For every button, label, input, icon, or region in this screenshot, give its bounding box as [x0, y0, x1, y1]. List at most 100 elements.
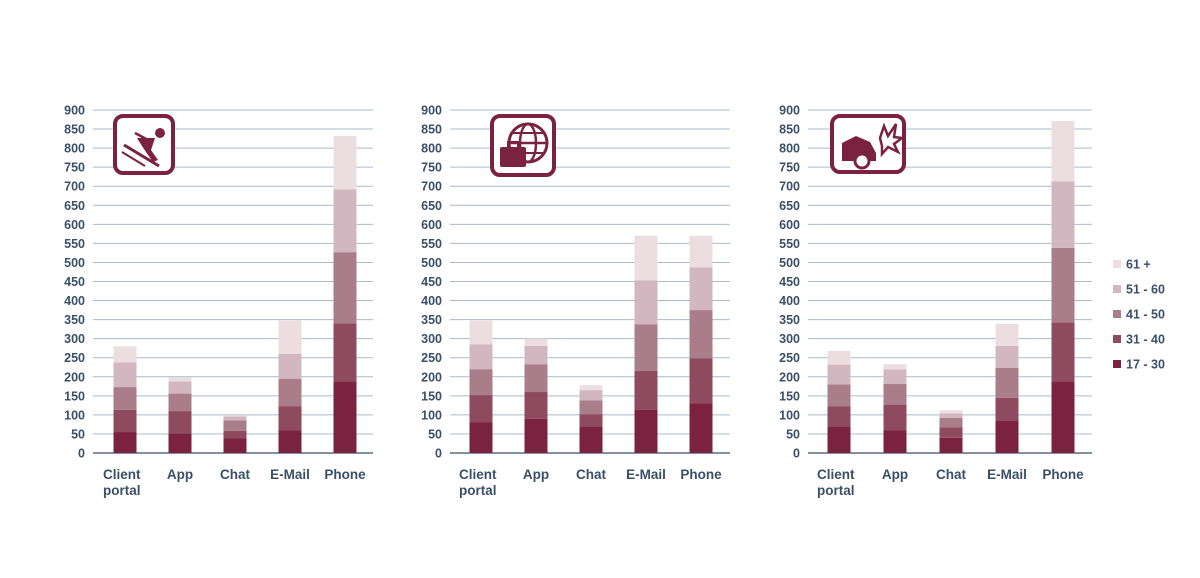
bar-segment-61plus — [333, 135, 357, 190]
legend-label: 41 - 50 — [1126, 308, 1165, 322]
bar-segment-61plus — [168, 377, 192, 382]
bar-segment-41-50 — [223, 420, 247, 431]
bar-segment-17-30 — [883, 430, 907, 453]
y-tick-label: 600 — [779, 218, 800, 232]
y-tick-label: 850 — [421, 123, 442, 137]
bar-segment-31-40 — [524, 392, 548, 419]
bar-segment-31-40 — [278, 406, 302, 431]
x-category-label: E-Mail — [987, 467, 1027, 482]
bar-segment-61plus — [579, 385, 603, 391]
x-category-label: Chat — [220, 467, 251, 482]
bar-segment-41-50 — [278, 378, 302, 407]
y-tick-label: 200 — [421, 370, 442, 384]
y-tick-label: 0 — [435, 447, 442, 461]
bar-segment-41-50 — [168, 393, 192, 412]
charts-layer: 0 50 100 150 200 250 300 350 400 450 500 550 600 650 7… — [64, 104, 1092, 498]
legend: 61 + 51 - 60 41 - 50 31 - 40 17 - 30 — [1113, 258, 1165, 372]
bar-segment-31-40 — [1051, 322, 1075, 382]
y-tick-label: 150 — [779, 389, 800, 403]
globe-luggage-icon — [490, 114, 556, 177]
y-tick-label: 400 — [779, 294, 800, 308]
bar-segment-61plus — [827, 350, 851, 365]
y-tick-label: 800 — [779, 142, 800, 156]
y-tick-label: 600 — [64, 218, 85, 232]
bar-segment-51-60 — [113, 362, 137, 388]
y-tick-label: 200 — [779, 370, 800, 384]
y-tick-label: 250 — [64, 351, 85, 365]
bar-segment-31-40 — [579, 414, 603, 427]
y-tick-label: 900 — [64, 104, 85, 118]
legend-swatch — [1113, 360, 1121, 368]
y-tick-label: 500 — [779, 256, 800, 270]
bar-segment-61plus — [939, 410, 963, 414]
y-tick-label: 350 — [779, 313, 800, 327]
y-tick-label: 650 — [64, 199, 85, 213]
y-tick-label: 750 — [421, 161, 442, 175]
y-tick-label: 300 — [779, 332, 800, 346]
icons-layer — [113, 114, 906, 177]
bar-segment-51-60 — [1051, 181, 1075, 248]
y-tick-label: 350 — [421, 313, 442, 327]
bar-segment-17-30 — [689, 403, 713, 453]
legend-swatch — [1113, 285, 1121, 293]
y-tick-label: 100 — [421, 408, 442, 422]
bar-segment-31-40 — [995, 397, 1019, 421]
bar-segment-41-50 — [634, 324, 658, 371]
bar-segment-31-40 — [827, 406, 851, 427]
bar-segment-51-60 — [469, 344, 493, 370]
bar-segment-31-40 — [333, 323, 357, 382]
bar-segment-61plus — [113, 346, 137, 363]
bar-segment-31-40 — [223, 430, 247, 439]
bar-segment-51-60 — [634, 280, 658, 325]
x-category-label: Chat — [936, 467, 967, 482]
legend-label: 31 - 40 — [1126, 333, 1165, 347]
bar-segment-17-30 — [113, 432, 137, 453]
y-tick-label: 350 — [64, 313, 85, 327]
legend-label: 17 - 30 — [1126, 358, 1165, 372]
y-tick-label: 850 — [64, 123, 85, 137]
bar-segment-61plus — [689, 235, 713, 268]
bar-segment-51-60 — [995, 345, 1019, 369]
legend-swatch — [1113, 335, 1121, 343]
bar-segment-51-60 — [223, 416, 247, 421]
y-tick-label: 50 — [71, 427, 85, 441]
bar-segment-51-60 — [883, 369, 907, 385]
y-tick-label: 900 — [779, 104, 800, 118]
y-tick-label: 800 — [64, 142, 85, 156]
x-category-label: Phone — [1042, 467, 1084, 482]
x-category-label: Chat — [576, 467, 607, 482]
bar-segment-17-30 — [469, 422, 493, 453]
bar-segment-41-50 — [333, 252, 357, 324]
bar-segment-51-60 — [689, 267, 713, 311]
x-category-label: Client portal — [459, 467, 497, 498]
y-tick-label: 0 — [793, 447, 800, 461]
legend-swatch — [1113, 310, 1121, 318]
y-tick-label: 450 — [421, 275, 442, 289]
bar-segment-17-30 — [579, 426, 603, 453]
bar-segment-41-50 — [689, 310, 713, 359]
bar-segment-51-60 — [333, 189, 357, 253]
y-tick-label: 550 — [779, 237, 800, 251]
x-category-label: E-Mail — [626, 467, 666, 482]
bar-segment-41-50 — [939, 417, 963, 428]
bar-segment-61plus — [995, 323, 1019, 346]
legend-label: 51 - 60 — [1126, 283, 1165, 297]
y-tick-label: 250 — [421, 351, 442, 365]
y-tick-label: 400 — [64, 294, 85, 308]
bar-segment-41-50 — [883, 384, 907, 405]
bar-segment-17-30 — [634, 409, 658, 453]
bar-segment-31-40 — [113, 409, 137, 433]
y-tick-label: 850 — [779, 123, 800, 137]
bar-segment-17-30 — [278, 430, 302, 453]
bar-segment-17-30 — [995, 420, 1019, 453]
y-tick-label: 700 — [421, 180, 442, 194]
y-tick-label: 100 — [779, 408, 800, 422]
chart-2: 0 50 100 150 200 250 300 350 400 450 500 550 600 650 7… — [421, 104, 730, 498]
bar-segment-51-60 — [827, 364, 851, 385]
bar-segment-61plus — [883, 364, 907, 370]
bar-segment-17-30 — [939, 437, 963, 453]
bar-segment-31-40 — [883, 404, 907, 431]
y-tick-label: 400 — [421, 294, 442, 308]
bar-segment-61plus — [469, 320, 493, 345]
x-category-label: Phone — [680, 467, 722, 482]
